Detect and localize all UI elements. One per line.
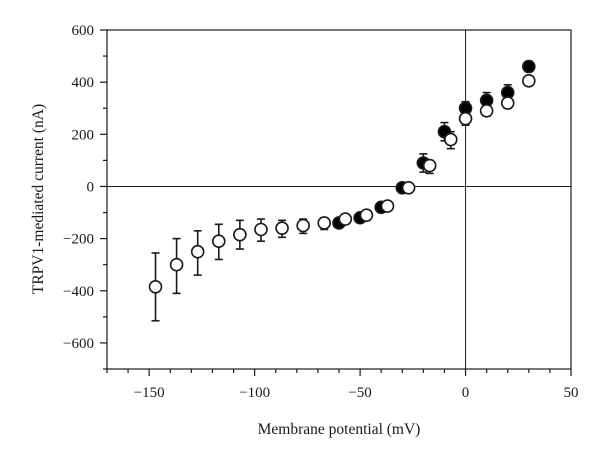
data-point-open: [275, 221, 289, 235]
plot-frame: [106, 29, 572, 370]
data-point-open: [401, 180, 416, 195]
y-tick-label: 0: [87, 179, 95, 195]
data-point-open: [422, 158, 437, 173]
data-point-open: [190, 244, 205, 259]
x-tick-label: −100: [239, 385, 270, 401]
y-tick-label: 600: [72, 23, 95, 39]
y-axis-title: TRPV1-mediated current (nA): [30, 104, 47, 294]
data-point-open: [359, 208, 374, 222]
x-tick-label: −150: [134, 385, 165, 401]
data-point-open: [338, 212, 353, 226]
data-point-open: [148, 280, 163, 294]
data-point-open: [211, 234, 226, 249]
data-point-open: [233, 227, 247, 242]
data-point-open: [522, 74, 536, 88]
data-point-filled: [522, 59, 536, 74]
y-tick-label: 200: [72, 127, 95, 143]
y-tick-label: −600: [63, 336, 94, 352]
y-tick-label: −400: [63, 284, 94, 300]
x-axis-title: Membrane potential (mV): [258, 421, 421, 438]
data-point-open: [317, 216, 332, 230]
data-point-open: [169, 257, 184, 272]
y-tick-label: −200: [63, 232, 94, 248]
data-point-open: [254, 222, 268, 237]
data-point-open: [479, 104, 494, 118]
data-point-open: [443, 132, 458, 147]
data-point-open: [296, 218, 310, 233]
x-tick-label: 50: [564, 385, 579, 401]
data-point-open: [380, 199, 395, 213]
x-tick-label: −50: [348, 385, 371, 401]
data-point-open: [458, 111, 473, 126]
y-tick-label: 400: [72, 75, 95, 91]
x-tick-label: 0: [462, 385, 470, 401]
data-point-open: [500, 96, 515, 110]
